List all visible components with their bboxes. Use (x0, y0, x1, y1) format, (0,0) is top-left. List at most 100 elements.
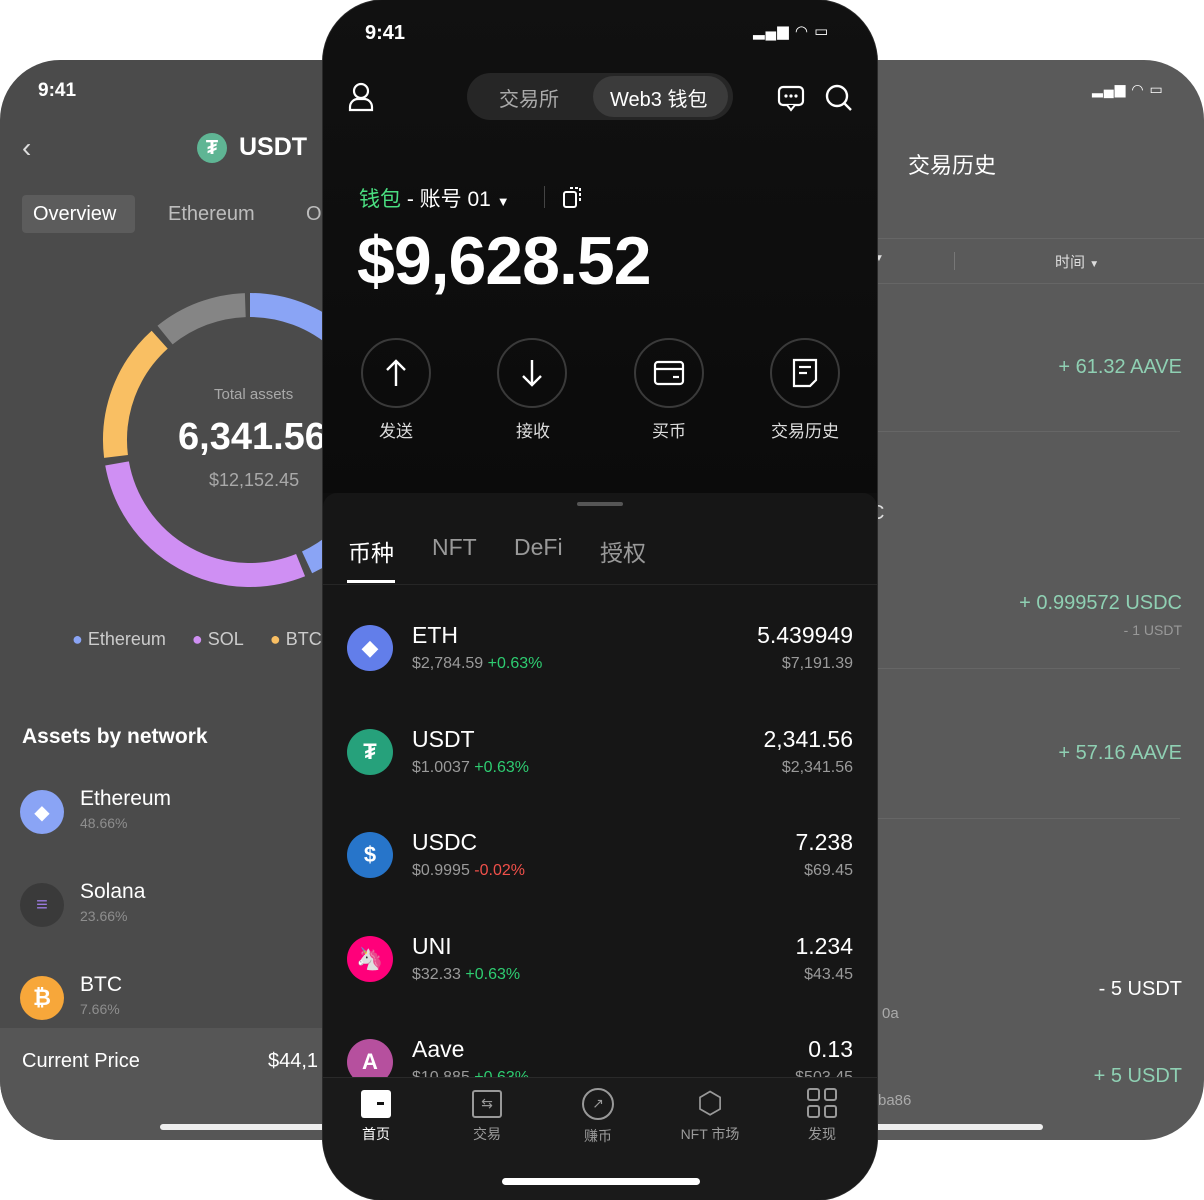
grid-icon (807, 1088, 837, 1118)
receive-label: 接收 (516, 422, 550, 441)
active-tab-underline (347, 580, 395, 583)
tab-other[interactable]: O (306, 203, 322, 225)
tx-amount: + 61.32 AAVE (1058, 356, 1182, 378)
sheet-grabber[interactable] (577, 502, 623, 506)
bitcoin-icon: ₿ (20, 976, 64, 1020)
token-value: $43.45 (804, 965, 853, 983)
legend-sol: ● SOL (191, 629, 244, 649)
home-indicator (502, 1178, 700, 1185)
solana-icon: ≡ (20, 883, 64, 927)
page-title: 交易历史 (908, 153, 997, 178)
history-button[interactable] (770, 338, 840, 408)
token-price-line: $2,784.59 +0.63% (412, 655, 543, 672)
donut-total: 6,341.56 (178, 416, 326, 458)
nav-home[interactable]: 首页 (326, 1090, 426, 1144)
nav-nft-market[interactable]: ⬡ NFT 市场 (660, 1088, 760, 1144)
filter-time[interactable]: 时间 ▼ (1055, 254, 1100, 271)
usdc-icon: $ (347, 832, 393, 878)
search-icon[interactable] (825, 84, 853, 112)
token-amount: 1.234 (795, 932, 853, 959)
legend-ethereum: ● Ethereum (72, 629, 166, 649)
token-amount: 5.439949 (757, 622, 853, 648)
token-symbol: Aave (412, 1036, 465, 1062)
segment-exchange[interactable]: 交易所 (499, 89, 559, 111)
donut-legend: ● Ethereum ● SOL ● BTC (72, 629, 322, 650)
token-value: $69.45 (804, 862, 853, 879)
document-icon (792, 358, 818, 388)
page-title: USDT (239, 133, 308, 161)
wallet-balance: $9,628.52 (357, 223, 652, 299)
send-label: 发送 (379, 422, 413, 441)
status-icons: ▂▄▆ ◠ ▭ (1092, 81, 1164, 97)
token-row-eth[interactable]: ◆ ETH $2,784.59 +0.63% 5.439949 $7,191.3… (323, 622, 877, 712)
home-indicator (160, 1124, 360, 1130)
wallet-icon (361, 1090, 391, 1118)
tab-tokens[interactable]: 币种 (348, 540, 394, 566)
token-row-aave[interactable]: A Aave $10.885 +0.63% 0.13 $503.45 (323, 1036, 877, 1077)
token-price-line: $10.885 +0.63% (412, 1069, 529, 1077)
card-icon (653, 360, 685, 386)
eth-icon: ◆ (347, 625, 393, 671)
token-symbol: ETH (412, 622, 458, 648)
token-symbol: USDT (412, 725, 475, 752)
nav-discover[interactable]: 发现 (772, 1088, 872, 1144)
legend-btc: ● BTC (269, 629, 322, 649)
segment-web3-wallet[interactable]: Web3 钱包 (610, 89, 708, 111)
tab-approvals[interactable]: 授权 (600, 540, 646, 566)
token-amount: 2,341.56 (763, 725, 853, 752)
tab-defi[interactable]: DeFi (514, 534, 563, 560)
token-row-usdc[interactable]: $ USDC $0.9995 -0.02% 7.238 $69.45 (323, 829, 877, 919)
tx-amount: - 5 USDT (1098, 978, 1182, 1000)
donut-segment-sol (105, 461, 306, 587)
filter-chevron-icon[interactable]: ▼ (874, 253, 884, 264)
token-price-line: $1.0037 +0.63% (412, 758, 530, 776)
arrow-up-icon (386, 359, 406, 386)
tx-partial: ba86 (878, 1092, 912, 1109)
chevron-down-icon: ▼ (1089, 259, 1100, 270)
token-value: $2,341.56 (781, 758, 853, 776)
token-row-usdt[interactable]: ₮ USDT $1.0037 +0.63% 2,341.56 $2,341.56 (323, 726, 877, 816)
tab-nft[interactable]: NFT (432, 534, 477, 560)
copy-icon[interactable] (562, 184, 584, 210)
hexagon-icon: ⬡ (696, 1087, 724, 1120)
back-chevron-icon[interactable]: ‹ (22, 132, 32, 163)
ethereum-icon: ◆ (20, 790, 64, 834)
nav-earn[interactable]: ↗ 赚币 (548, 1088, 648, 1146)
donut-segment-btc (103, 330, 168, 458)
tx-partial: 0a (882, 1005, 899, 1022)
chevron-down-icon: ▼ (496, 194, 510, 209)
receive-button[interactable] (497, 338, 567, 408)
token-price-line: $0.9995 -0.02% (412, 862, 525, 879)
tab-ethereum[interactable]: Ethereum (168, 203, 255, 225)
current-price-label: Current Price (22, 1050, 140, 1072)
aave-icon: A (347, 1039, 393, 1077)
tx-sub: - 1 USDT (1123, 622, 1182, 638)
tx-amount: + 5 USDT (1093, 1065, 1182, 1087)
message-icon[interactable] (777, 84, 805, 112)
donut-fiat: $12,152.45 (209, 470, 300, 490)
current-price-value: $44,1 (268, 1050, 319, 1072)
wallet-account-selector[interactable]: 钱包 - 账号 01 ▼ (359, 188, 510, 211)
usdt-icon: ₮ (197, 133, 227, 163)
tx-amount: + 57.16 AAVE (1058, 742, 1182, 764)
arrow-down-icon (522, 360, 542, 387)
token-list: ◆ ETH $2,784.59 +0.63% 5.439949 $7,191.3… (323, 0, 877, 1077)
left-phone-usdt-overview: 9:41 ‹ ₮ USDT Overview Ethereum O Total … (0, 60, 360, 1140)
status-time: 9:41 (38, 80, 77, 101)
asset-sheet (323, 493, 877, 1093)
buy-button[interactable] (634, 338, 704, 408)
token-symbol: USDC (412, 829, 478, 855)
send-button[interactable] (361, 338, 431, 408)
donut-label: Total assets (214, 386, 294, 403)
nav-trade[interactable]: ⇆ 交易 (437, 1090, 537, 1144)
status-icons: ▂▄▆ ◠ ▭ (753, 23, 830, 40)
history-label: 交易历史 (771, 422, 839, 441)
profile-icon[interactable] (347, 82, 375, 112)
center-phone-wallet: 9:41 ▂▄▆ ◠ ▭ 交易所 Web3 钱包 钱包 - 账号 01 ▼ $9… (323, 0, 877, 1200)
token-row-uni[interactable]: 🦄 UNI $32.33 +0.63% 1.234 $43.45 (323, 933, 877, 1023)
section-title: Assets by network (22, 725, 208, 748)
swap-icon: ⇆ (472, 1090, 502, 1118)
trend-icon: ↗ (582, 1088, 614, 1120)
status-time: 9:41 (365, 22, 406, 44)
tab-overview[interactable]: Overview (33, 203, 117, 225)
